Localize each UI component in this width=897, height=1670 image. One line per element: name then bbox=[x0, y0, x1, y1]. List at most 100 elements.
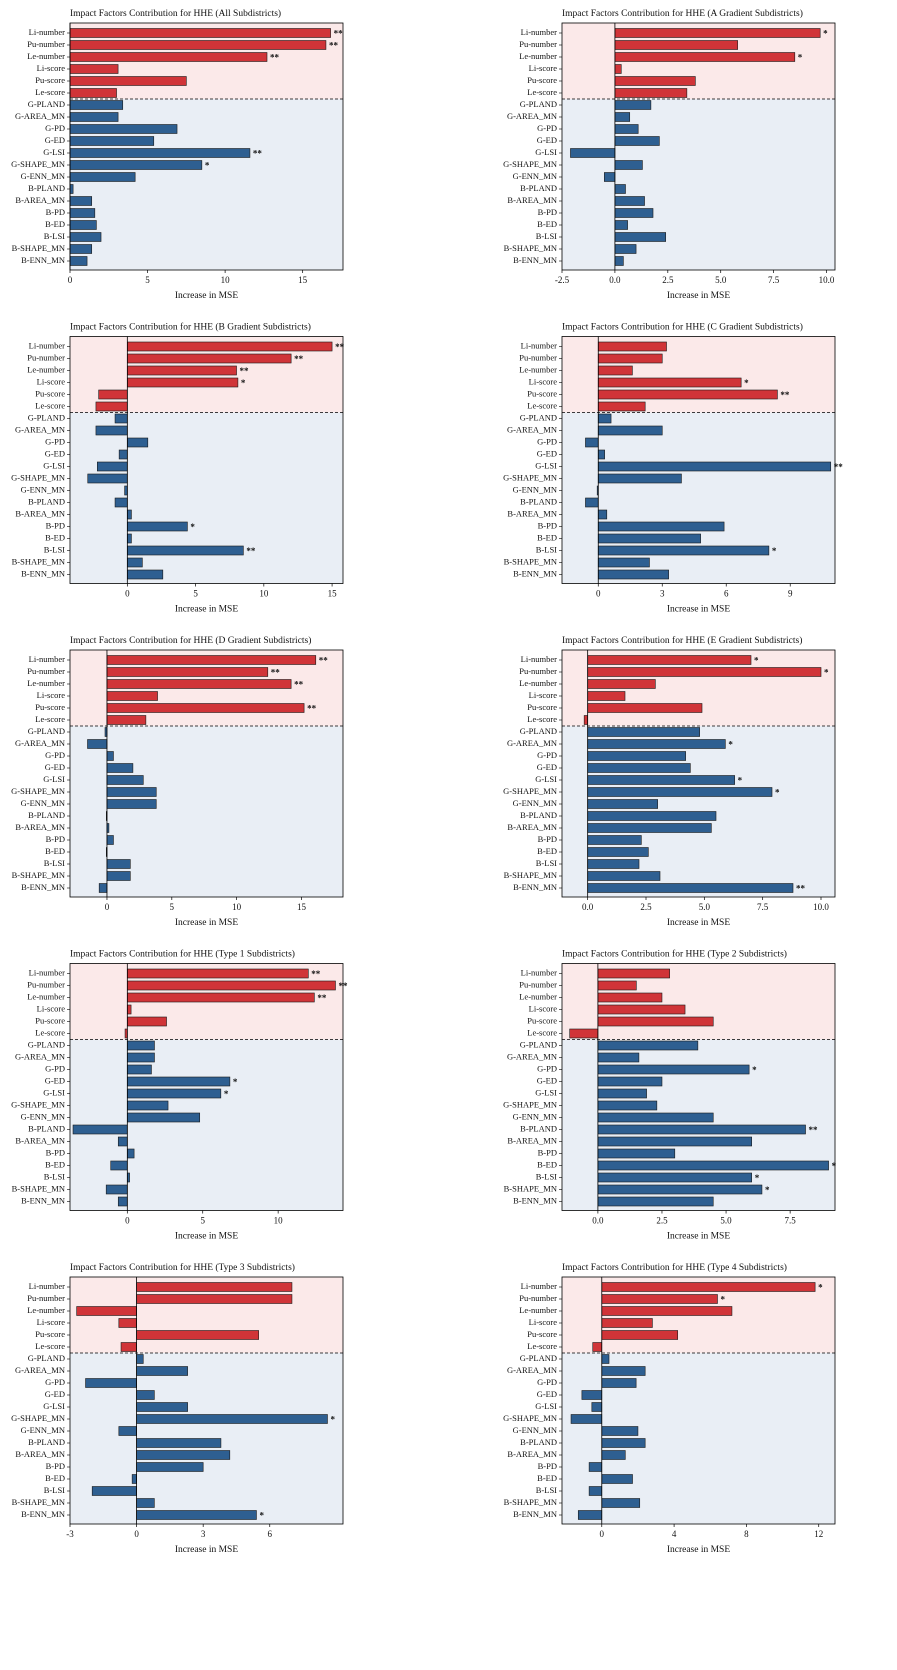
category-label: B-PD bbox=[538, 520, 557, 530]
significance-label: * bbox=[720, 1295, 725, 1305]
significance-label: ** bbox=[270, 53, 280, 63]
bar bbox=[601, 1282, 816, 1292]
bar bbox=[136, 1414, 328, 1424]
significance-label: * bbox=[798, 53, 803, 63]
bar bbox=[614, 220, 628, 230]
bar bbox=[597, 449, 605, 460]
bar bbox=[127, 1052, 155, 1063]
x-tick-label: 5 bbox=[200, 1216, 205, 1226]
bar bbox=[69, 112, 119, 122]
category-label: B-LSI bbox=[536, 1171, 557, 1181]
category-label: G-PD bbox=[45, 1063, 65, 1073]
bar bbox=[581, 1390, 603, 1400]
category-label: Pu-number bbox=[519, 352, 557, 362]
category-label: B-AREA_MN bbox=[507, 1135, 557, 1145]
chart-title: Impact Factors Contribution for HHE (Typ… bbox=[70, 949, 295, 960]
category-label: Pu-number bbox=[519, 1293, 557, 1303]
bar bbox=[69, 28, 331, 38]
bar bbox=[127, 1100, 169, 1111]
bar bbox=[597, 1160, 829, 1171]
x-tick-label: 0.0 bbox=[582, 902, 594, 912]
bar bbox=[69, 100, 124, 110]
category-label: G-ENN_MN bbox=[21, 171, 65, 181]
bar bbox=[597, 389, 778, 400]
category-label: B-LSI bbox=[536, 544, 557, 554]
x-tick-label: 5 bbox=[170, 902, 175, 912]
category-label: B-PLAND bbox=[520, 810, 557, 820]
bar bbox=[106, 775, 144, 785]
bar bbox=[69, 220, 97, 230]
bar bbox=[120, 1342, 137, 1352]
x-tick-label: 15 bbox=[297, 902, 307, 912]
category-label: Le-score bbox=[35, 400, 65, 410]
bar bbox=[72, 1124, 128, 1135]
category-label: G-AREA_MN bbox=[15, 111, 65, 121]
category-label: Pu-score bbox=[35, 1015, 65, 1025]
bar bbox=[583, 715, 588, 725]
significance-label: ** bbox=[294, 680, 304, 690]
category-label: B-AREA_MN bbox=[15, 1449, 65, 1459]
significance-label: ** bbox=[796, 884, 806, 894]
bar bbox=[117, 1136, 128, 1147]
bar bbox=[614, 40, 738, 50]
category-label: Pu-number bbox=[27, 39, 65, 49]
category-label: Le-number bbox=[27, 51, 65, 61]
significance-label: * bbox=[832, 1161, 837, 1171]
x-axis-label: Increase in MSE bbox=[667, 291, 731, 301]
bar bbox=[597, 968, 670, 979]
category-label: Le-number bbox=[519, 51, 557, 61]
bar bbox=[69, 196, 93, 206]
significance-label: * bbox=[205, 161, 210, 171]
bar bbox=[570, 148, 616, 158]
category-label: B-SHAPE_MN bbox=[504, 870, 557, 880]
bar bbox=[127, 521, 188, 532]
category-label: G-AREA_MN bbox=[507, 1051, 557, 1061]
category-label: G-ED bbox=[537, 448, 557, 458]
x-tick-label: 9 bbox=[788, 589, 793, 599]
bar bbox=[127, 1004, 132, 1015]
category-label: B-PLAND bbox=[520, 1123, 557, 1133]
chart-title: Impact Factors Contribution for HHE (B G… bbox=[70, 322, 311, 333]
chart-title: Impact Factors Contribution for HHE (All… bbox=[70, 8, 281, 19]
category-label: B-AREA_MN bbox=[507, 195, 557, 205]
category-label: Li-number bbox=[521, 27, 558, 37]
x-tick-label: 10 bbox=[221, 275, 231, 285]
category-label: G-AREA_MN bbox=[15, 1365, 65, 1375]
category-label: G-ENN_MN bbox=[513, 1111, 557, 1121]
significance-label: * bbox=[330, 1415, 335, 1425]
bar bbox=[597, 1136, 752, 1147]
category-label: B-SHAPE_MN bbox=[504, 243, 557, 253]
category-label: G-SHAPE_MN bbox=[11, 159, 65, 169]
bar bbox=[597, 545, 770, 556]
category-label: Li-score bbox=[529, 1003, 558, 1013]
category-label: B-AREA_MN bbox=[507, 508, 557, 518]
bar bbox=[597, 1004, 686, 1015]
category-label: B-PD bbox=[538, 1461, 557, 1471]
category-label: B-ENN_MN bbox=[513, 1195, 557, 1205]
bar bbox=[118, 1426, 137, 1436]
category-label: Le-number bbox=[27, 991, 65, 1001]
bar bbox=[69, 244, 93, 254]
bar bbox=[601, 1498, 641, 1508]
significance-label: * bbox=[224, 1089, 229, 1099]
category-label: Li-number bbox=[29, 340, 66, 350]
category-label: Le-score bbox=[527, 1341, 557, 1351]
bar bbox=[597, 980, 637, 991]
category-label: G-PD bbox=[537, 436, 557, 446]
x-tick-label: 8 bbox=[744, 1529, 749, 1539]
category-label: G-ENN_MN bbox=[21, 484, 65, 494]
category-label: G-PLAND bbox=[28, 1039, 65, 1049]
bar bbox=[106, 655, 317, 665]
bar bbox=[597, 1172, 752, 1183]
category-label: G-ENN_MN bbox=[21, 1425, 65, 1435]
bar bbox=[110, 1160, 128, 1171]
x-tick-label: 0 bbox=[105, 902, 110, 912]
category-label: B-LSI bbox=[536, 858, 557, 868]
x-axis-label: Increase in MSE bbox=[175, 918, 239, 928]
x-axis-label: Increase in MSE bbox=[667, 1232, 731, 1242]
bar bbox=[587, 655, 752, 665]
bar bbox=[136, 1390, 155, 1400]
category-label: B-PLAND bbox=[520, 183, 557, 193]
